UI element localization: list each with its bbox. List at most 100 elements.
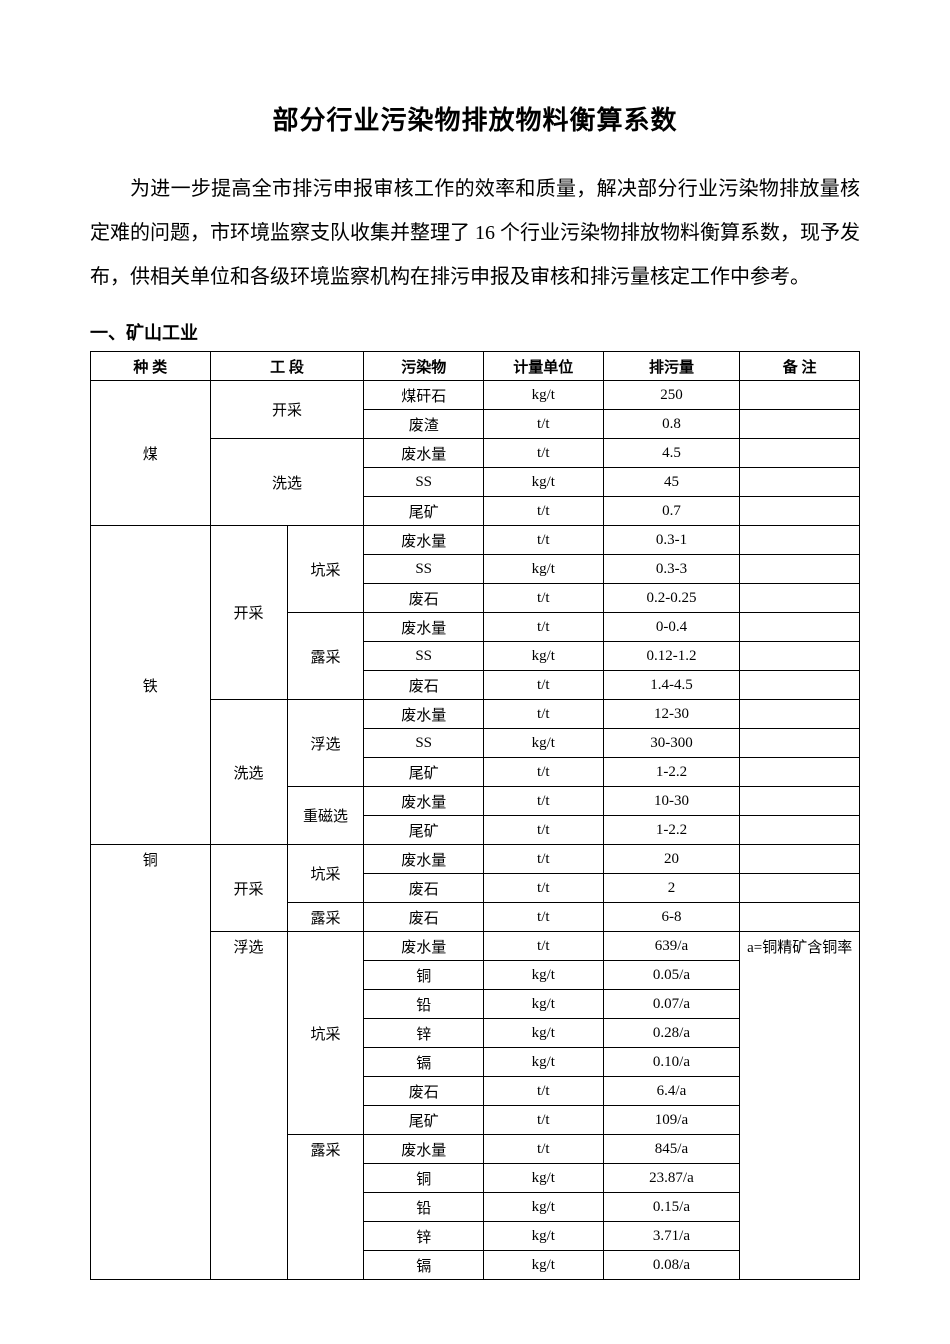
- value: 20: [603, 845, 740, 874]
- cat-coal: 煤: [91, 381, 211, 526]
- note: [740, 874, 860, 903]
- stage: 开采: [210, 526, 287, 700]
- value: 10-30: [603, 787, 740, 816]
- pollutant: 废水量: [364, 845, 484, 874]
- pollutant: 废水量: [364, 613, 484, 642]
- substage: 露采: [287, 1135, 364, 1280]
- unit: kg/t: [484, 1222, 604, 1251]
- unit: t/t: [484, 526, 604, 555]
- value: 4.5: [603, 439, 740, 468]
- col-note: 备 注: [740, 352, 860, 381]
- intro-paragraph: 为进一步提高全市排污申报审核工作的效率和质量，解决部分行业污染物排放量核定难的问…: [90, 167, 860, 299]
- pollutant: 废水量: [364, 526, 484, 555]
- unit: t/t: [484, 497, 604, 526]
- note: [740, 613, 860, 642]
- pollutant: 废水量: [364, 932, 484, 961]
- substage: 露采: [287, 903, 364, 932]
- pollutant: 镉: [364, 1048, 484, 1077]
- value: 639/a: [603, 932, 740, 961]
- table-row: 铜 开采 坑采 废水量 t/t 20: [91, 845, 860, 874]
- value: 0.28/a: [603, 1019, 740, 1048]
- col-unit: 计量单位: [484, 352, 604, 381]
- unit: kg/t: [484, 1019, 604, 1048]
- substage: 坑采: [287, 526, 364, 613]
- unit: kg/t: [484, 990, 604, 1019]
- unit: t/t: [484, 613, 604, 642]
- note: [740, 642, 860, 671]
- table-header-row: 种 类 工 段 污染物 计量单位 排污量 备 注: [91, 352, 860, 381]
- table-row: 铁 开采 坑采 废水量 t/t 0.3-1: [91, 526, 860, 555]
- value: 0.3-3: [603, 555, 740, 584]
- unit: t/t: [484, 1135, 604, 1164]
- pollutant: 锌: [364, 1222, 484, 1251]
- substage: 坑采: [287, 932, 364, 1135]
- unit: t/t: [484, 816, 604, 845]
- stage: 洗选: [210, 700, 287, 845]
- pollutant: 铜: [364, 1164, 484, 1193]
- pollutant: 废石: [364, 1077, 484, 1106]
- value: 0.07/a: [603, 990, 740, 1019]
- unit: t/t: [484, 903, 604, 932]
- value: 845/a: [603, 1135, 740, 1164]
- value: 0.8: [603, 410, 740, 439]
- cat-iron: 铁: [91, 526, 211, 845]
- substage: 浮选: [287, 700, 364, 787]
- pollutant: 铅: [364, 1193, 484, 1222]
- unit: kg/t: [484, 642, 604, 671]
- note: [740, 526, 860, 555]
- note: [740, 555, 860, 584]
- note: [740, 700, 860, 729]
- unit: kg/t: [484, 381, 604, 410]
- pollutant: 尾矿: [364, 816, 484, 845]
- value: 45: [603, 468, 740, 497]
- pollutant: SS: [364, 729, 484, 758]
- stage: 开采: [210, 381, 364, 439]
- value: 30-300: [603, 729, 740, 758]
- unit: kg/t: [484, 555, 604, 584]
- unit: kg/t: [484, 1251, 604, 1280]
- value: 0-0.4: [603, 613, 740, 642]
- unit: kg/t: [484, 1048, 604, 1077]
- pollutant: 废石: [364, 903, 484, 932]
- value: 23.87/a: [603, 1164, 740, 1193]
- pollutant: 废水量: [364, 787, 484, 816]
- col-pollutant: 污染物: [364, 352, 484, 381]
- note: [740, 816, 860, 845]
- pollutant: 废渣: [364, 410, 484, 439]
- unit: t/t: [484, 758, 604, 787]
- pollutant: 锌: [364, 1019, 484, 1048]
- section-1-heading: 一、矿山工业: [90, 319, 860, 345]
- unit: t/t: [484, 439, 604, 468]
- unit: kg/t: [484, 1193, 604, 1222]
- unit: t/t: [484, 1077, 604, 1106]
- table-row: 煤 开采 煤矸石 kg/t 250: [91, 381, 860, 410]
- stage: 开采: [210, 845, 287, 932]
- pollutant: 废水量: [364, 700, 484, 729]
- unit: t/t: [484, 584, 604, 613]
- pollutant: 废石: [364, 874, 484, 903]
- value: 3.71/a: [603, 1222, 740, 1251]
- value: 12-30: [603, 700, 740, 729]
- value: 0.12-1.2: [603, 642, 740, 671]
- col-category: 种 类: [91, 352, 211, 381]
- pollutant: 废水量: [364, 439, 484, 468]
- unit: t/t: [484, 1106, 604, 1135]
- value: 109/a: [603, 1106, 740, 1135]
- value: 0.3-1: [603, 526, 740, 555]
- note: [740, 671, 860, 700]
- note: [740, 468, 860, 497]
- cat-copper: 铜: [91, 845, 211, 1280]
- pollutant: SS: [364, 555, 484, 584]
- substage: 坑采: [287, 845, 364, 903]
- pollutant: 废石: [364, 584, 484, 613]
- value: 0.10/a: [603, 1048, 740, 1077]
- unit: t/t: [484, 410, 604, 439]
- note: [740, 584, 860, 613]
- unit: t/t: [484, 671, 604, 700]
- value: 2: [603, 874, 740, 903]
- unit: t/t: [484, 932, 604, 961]
- col-stage: 工 段: [210, 352, 364, 381]
- value: 0.2-0.25: [603, 584, 740, 613]
- pollutant: 废水量: [364, 1135, 484, 1164]
- stage: 浮选: [210, 932, 287, 1280]
